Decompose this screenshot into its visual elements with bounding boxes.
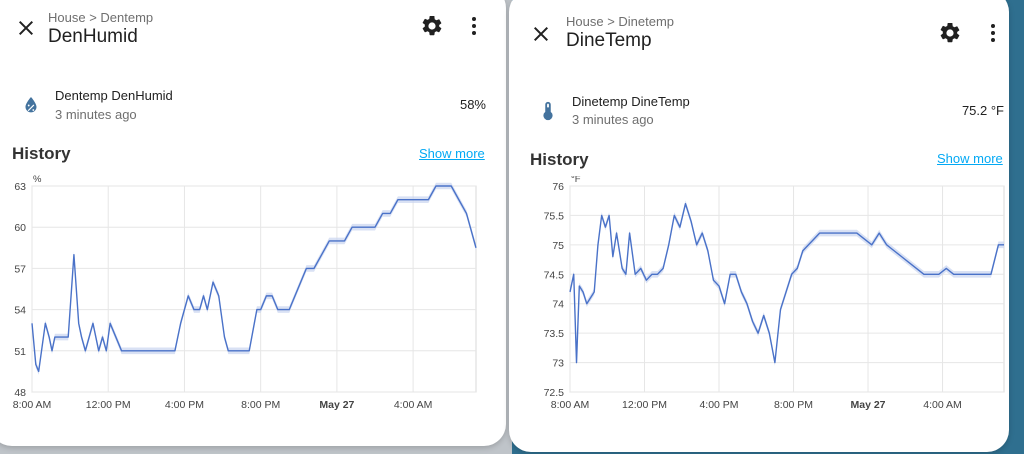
entity-name: Dinetemp DineTemp [572,94,690,109]
series-line[interactable] [569,202,1004,364]
breadcrumb: House > Dentemp [48,10,154,25]
entity-state: 58% [459,97,486,112]
page-title: DineTemp [566,30,652,51]
dots-vertical-icon [991,24,995,42]
more-info-dialog-dinetemp: House > Dinetemp DineTemp Dinetemp DineT… [509,0,1009,452]
more-options-button[interactable] [979,19,1007,47]
entity-name: Dentemp DenHumid [55,88,173,103]
y-tick-label: 57 [14,263,26,275]
y-tick-label: 54 [14,305,26,317]
x-tick-label: 8:00 AM [551,399,590,411]
series-min-max-band [570,200,1004,366]
y-tick-label: 48 [14,387,26,399]
show-more-link[interactable]: Show more [937,151,1003,166]
unit-label: °F [571,176,581,185]
breadcrumb: House > Dinetemp [566,14,675,29]
series-min-max-band [32,182,476,375]
history-chart-temperature: 72.5 73 73.5 74 74.5 75 75.5 76 °F 8:00 AM 12:00 P… [544,176,1005,411]
y-tick-label: 73.5 [544,328,565,340]
series-line[interactable] [31,185,477,373]
more-options-button[interactable] [460,12,488,40]
plot-area [31,185,477,393]
y-tick-label: 75 [552,240,564,252]
unit-label: % [33,174,42,185]
x-tick-label: 4:00 AM [923,399,962,411]
x-tick-label: 8:00 AM [13,399,52,411]
water-percent-icon [20,94,42,116]
x-tick-label: 4:00 PM [165,399,204,411]
page-title: DenHumid [48,26,138,47]
history-heading: History [530,150,589,169]
history-heading: History [12,144,71,163]
thermometer-icon [537,100,559,122]
x-tick-label: 8:00 PM [241,399,280,411]
y-tick-label: 72.5 [544,387,565,399]
y-tick-label: 74.5 [544,269,565,281]
close-button[interactable] [10,12,42,44]
gear-icon [422,15,442,36]
x-tick-label: 12:00 PM [86,399,131,411]
show-more-link[interactable]: Show more [419,146,485,161]
y-tick-label: 73 [552,358,564,370]
y-tick-label: 76 [552,181,564,193]
entity-state: 75.2 °F [961,103,1004,118]
x-tick-label: 12:00 PM [622,399,667,411]
y-tick-label: 60 [14,222,26,234]
settings-button[interactable] [936,19,964,47]
y-tick-label: 51 [14,346,26,358]
y-tick-label: 74 [552,299,564,311]
dots-vertical-icon [472,17,476,35]
x-tick-label: 4:00 PM [699,399,738,411]
more-info-dialog-denhumid: House > Dentemp DenHumid Dentemp DenHumi… [0,0,506,446]
close-icon [19,21,33,35]
y-tick-label: 63 [14,181,26,193]
history-chart-humidity: 48 51 54 57 60 63% 8:00 AM 12:00 PM 4:00 PM 8:00 … [13,174,477,411]
entity-last-changed: 3 minutes ago [55,107,137,122]
entity-last-changed: 3 minutes ago [572,112,654,127]
x-tick-label: 4:00 AM [394,399,433,411]
settings-button[interactable] [418,12,446,40]
close-button[interactable] [525,18,557,50]
x-tick-label: 8:00 PM [774,399,813,411]
x-tick-label: May 27 [851,399,886,411]
gear-icon [940,22,960,43]
y-tick-label: 75.5 [544,210,565,222]
x-tick-label: May 27 [319,399,354,411]
close-icon [534,27,548,41]
